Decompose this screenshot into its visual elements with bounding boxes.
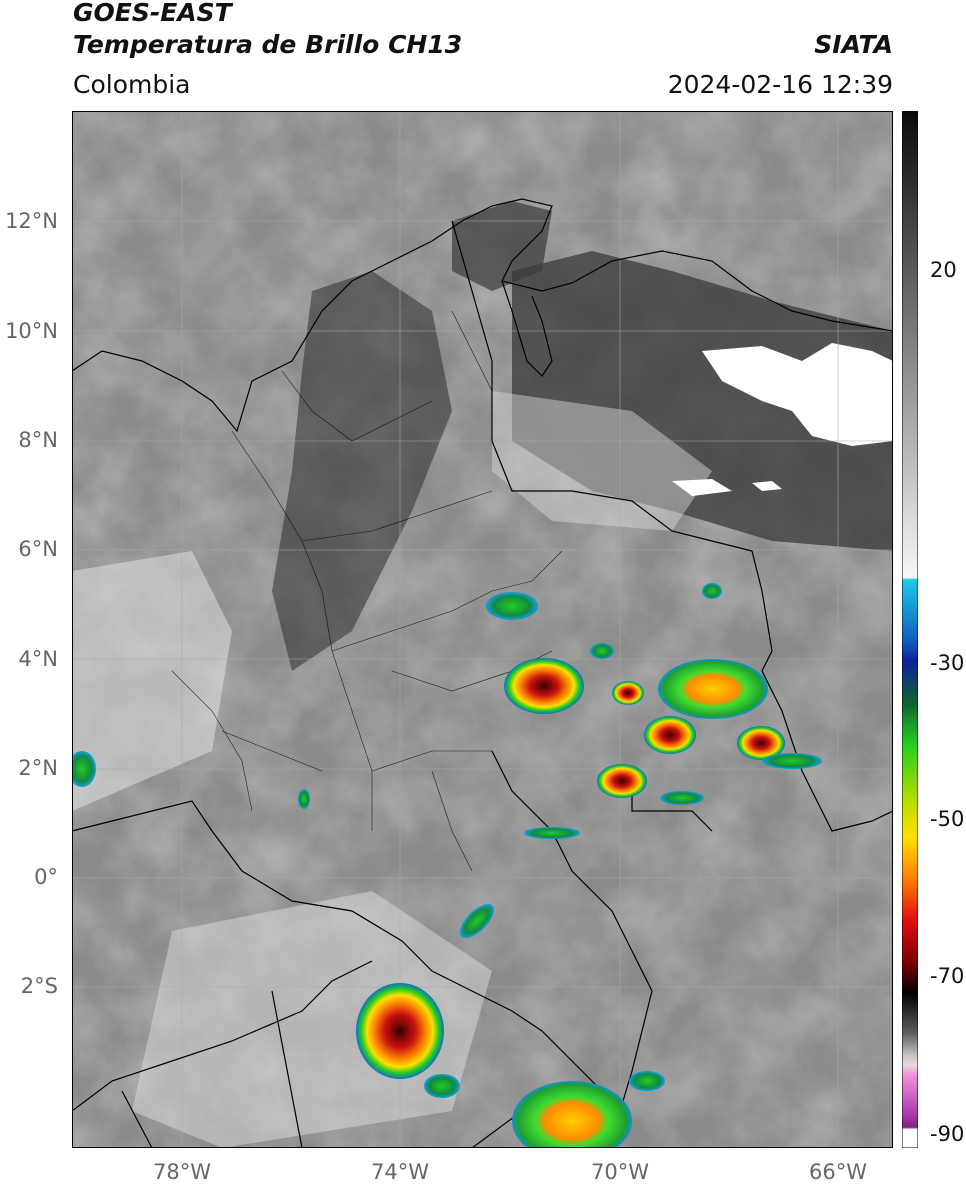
storm-cell — [590, 643, 614, 659]
white-patch-3 — [752, 481, 782, 491]
storm-cell — [612, 681, 644, 705]
bright-cloud-south — [132, 891, 492, 1148]
storm-cell — [524, 827, 580, 839]
storm-cell — [597, 764, 647, 798]
storm-cell — [356, 983, 444, 1079]
bright-cloud-west — [72, 551, 232, 811]
lat-label-8n: 8°N — [18, 428, 58, 452]
storm-cells — [72, 583, 822, 1148]
colorbar-label-minus30: -30 — [930, 651, 965, 675]
lat-label-12n: 12°N — [5, 209, 58, 233]
lon-label-78w: 78°W — [153, 1160, 211, 1184]
satellite-map — [72, 111, 893, 1148]
venezuela-dark-land — [512, 251, 893, 551]
andes-dark — [272, 271, 452, 671]
department-lines — [171, 310, 563, 872]
lat-label-6n: 6°N — [18, 537, 58, 561]
storm-cell — [298, 789, 310, 809]
datetime-label: 2024-02-16 12:39 — [667, 70, 893, 99]
storm-cell — [486, 592, 538, 620]
storm-cell — [737, 726, 785, 760]
storm-cell — [658, 659, 768, 719]
storm-cell — [424, 1074, 460, 1098]
lat-label-10n: 10°N — [5, 319, 58, 343]
borders — [72, 198, 893, 1148]
colorbar-label-20: 20 — [930, 258, 957, 282]
storm-cell — [644, 716, 696, 754]
lon-label-70w: 70°W — [591, 1160, 649, 1184]
white-patch-1 — [702, 343, 893, 446]
storm-cell — [660, 791, 704, 805]
lon-label-66w: 66°W — [809, 1160, 867, 1184]
storm-cell — [762, 753, 822, 769]
guajira-dark — [452, 201, 552, 291]
storm-cell — [459, 903, 495, 939]
colorbar-label-minus50: -50 — [930, 807, 965, 831]
lat-label-2s: 2°S — [20, 974, 58, 998]
lon-label-74w: 74°W — [371, 1160, 429, 1184]
storm-cell — [504, 658, 584, 714]
white-patch-2 — [672, 479, 732, 496]
region-label: Colombia — [73, 70, 191, 99]
storm-cell — [512, 1081, 632, 1148]
colorbar-label-minus90: -90 — [930, 1122, 965, 1146]
storm-cell — [629, 1071, 665, 1091]
storm-cell — [72, 751, 96, 787]
lat-label-2n: 2°N — [18, 756, 58, 780]
agency-label: SIATA — [814, 30, 893, 59]
gridlines — [72, 111, 893, 1148]
storm-cell — [702, 583, 722, 599]
product-title: Temperatura de Brillo CH13 — [73, 30, 463, 59]
colorbar-label-minus70: -70 — [930, 964, 965, 988]
lat-label-0: 0° — [34, 865, 58, 889]
map-frame — [72, 111, 893, 1148]
lat-label-4n: 4°N — [18, 647, 58, 671]
bright-cloud-east — [492, 391, 712, 531]
satellite-title: GOES-EAST — [73, 0, 232, 27]
temperature-colorbar — [902, 111, 918, 1148]
